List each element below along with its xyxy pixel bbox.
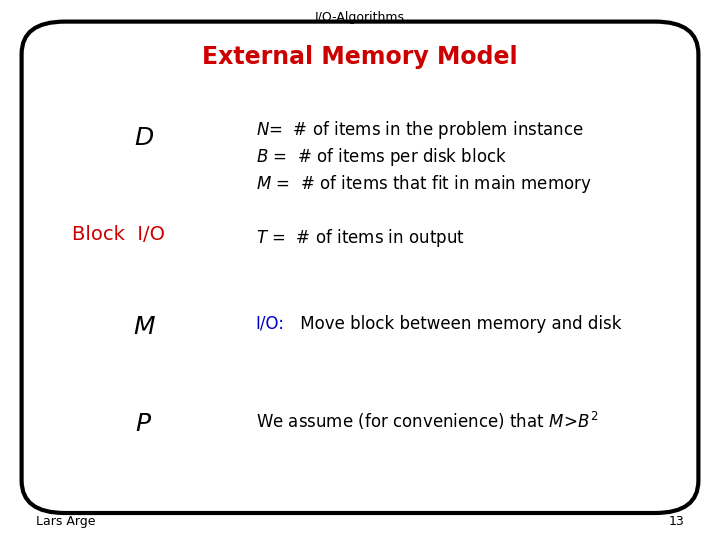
- FancyBboxPatch shape: [22, 22, 698, 513]
- Text: $P$: $P$: [135, 412, 153, 436]
- Text: Move block between memory and disk: Move block between memory and disk: [295, 315, 621, 333]
- Text: $D$: $D$: [134, 126, 154, 150]
- Text: 13: 13: [668, 515, 684, 528]
- Text: $B$ =  # of items per disk block: $B$ = # of items per disk block: [256, 146, 507, 167]
- Text: $M$ =  # of items that fit in main memory: $M$ = # of items that fit in main memory: [256, 173, 591, 194]
- Text: External Memory Model: External Memory Model: [202, 45, 518, 69]
- Text: I/O:: I/O:: [256, 315, 284, 333]
- Text: $T$ =  # of items in output: $T$ = # of items in output: [256, 227, 464, 248]
- Text: We assume (for convenience) that $M\!>\!B^2$: We assume (for convenience) that $M\!>\!…: [256, 410, 598, 432]
- Text: Block  I/O: Block I/O: [72, 225, 165, 245]
- Text: I/O-Algorithms: I/O-Algorithms: [315, 11, 405, 24]
- Text: $N$=  # of items in the problem instance: $N$= # of items in the problem instance: [256, 119, 583, 140]
- Text: Lars Arge: Lars Arge: [36, 515, 96, 528]
- Text: $M$: $M$: [132, 315, 156, 339]
